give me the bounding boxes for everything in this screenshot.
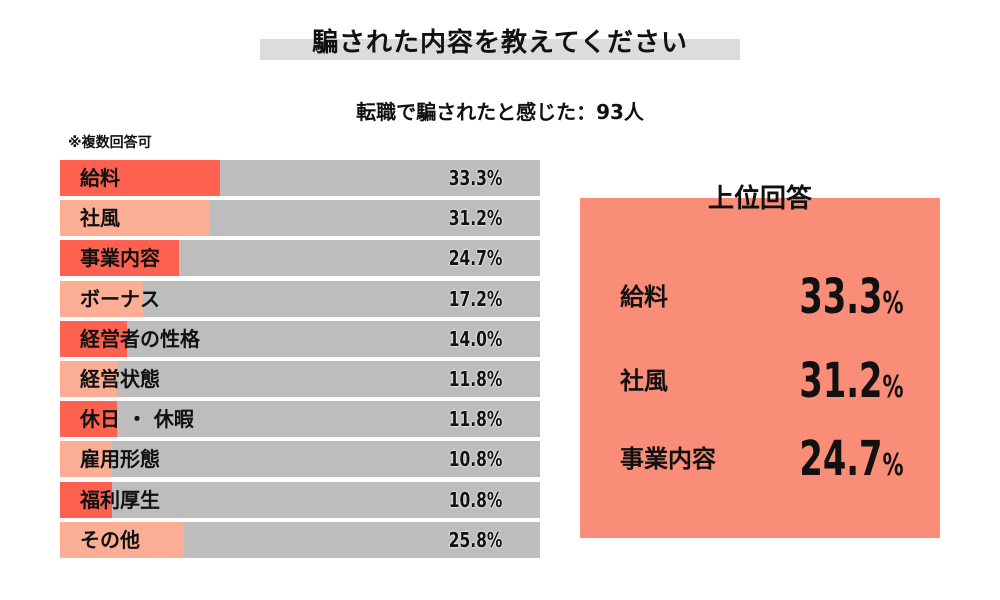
bar-row: 経営者の性格 14.0%	[60, 320, 540, 357]
bar	[60, 280, 143, 317]
top-answer-label: 事業内容	[620, 445, 716, 473]
bar-category-label: 給料	[80, 166, 120, 190]
bar-category-label: その他	[80, 527, 140, 552]
bar-row: 給料 33.3%	[60, 160, 540, 196]
bar	[60, 240, 179, 277]
bar-category-label: 雇用形態	[80, 447, 160, 472]
bar-row: ボーナス 17.2%	[60, 280, 540, 317]
bar-row: その他 25.8%	[60, 521, 540, 558]
bar-track	[60, 361, 540, 397]
bar-value-label: 10.8%	[448, 487, 502, 512]
title-underline-bar	[260, 39, 740, 60]
bar-track	[60, 320, 540, 357]
bar-value-label: 31.2%	[448, 206, 502, 231]
top-answer-item: 事業内容 24.7%	[580, 424, 940, 494]
bar-category-label: 社風	[80, 206, 120, 231]
bar-row: 事業内容 24.7%	[60, 240, 540, 277]
bar	[60, 160, 220, 196]
top-answer-value: 24.7%	[800, 424, 904, 494]
bar-track	[60, 401, 540, 438]
bar-value-label: 14.0%	[448, 326, 502, 351]
bar-value-label: 10.8%	[448, 447, 502, 472]
top-answer-label: 社風	[620, 367, 668, 395]
bar	[60, 361, 117, 397]
bar	[60, 401, 117, 438]
bar	[60, 441, 112, 478]
bar-value-label: 17.2%	[448, 286, 502, 311]
bar	[60, 200, 210, 237]
top-answer-number: 33.3	[799, 269, 883, 325]
bar-track	[60, 441, 540, 478]
top-answer-value: 33.3%	[800, 262, 904, 332]
bar-category-label: ボーナス	[80, 286, 160, 311]
bar-category-label: 経営者の性格	[80, 326, 200, 351]
bar-value-label: 25.8%	[448, 527, 502, 552]
bar-row: 社風 31.2%	[60, 200, 540, 237]
bar-category-label: 休日 ・ 休暇	[80, 407, 194, 432]
bar-row: 福利厚生 10.8%	[60, 481, 540, 518]
bar-value-label: 33.3%	[448, 166, 502, 190]
bar	[60, 320, 128, 357]
bar-category-label: 事業内容	[80, 246, 160, 271]
top-answer-number: 24.7	[799, 431, 883, 487]
top-answer-unit: %	[882, 448, 904, 483]
bar-value-label: 11.8%	[448, 367, 502, 391]
bar-category-label: 経営状態	[80, 367, 160, 391]
bar-track	[60, 481, 540, 518]
top-answer-number: 31.2	[799, 353, 883, 409]
bar-row: 経営状態 11.8%	[60, 361, 540, 397]
top-answer-unit: %	[882, 286, 904, 321]
top-answer-unit: %	[882, 370, 904, 405]
page-title: 騙された内容を教えてください	[312, 28, 688, 58]
bar	[60, 521, 184, 558]
bar-value-label: 11.8%	[448, 407, 502, 432]
bar-value-label: 24.7%	[448, 246, 502, 271]
multiple-answer-note: ※複数回答可	[68, 135, 152, 151]
top-answer-item: 給料 33.3%	[580, 262, 940, 332]
top-answer-value: 31.2%	[800, 346, 904, 416]
bar-row: 休日 ・ 休暇 11.8%	[60, 401, 540, 438]
top-answer-label: 給料	[620, 283, 668, 311]
bar	[60, 481, 112, 518]
top-answer-item: 社風 31.2%	[580, 346, 940, 416]
bar-chart: 給料 33.3% 社風 31.2% 事業内容 24.7% ボーナス 17.2% 経営者の性格 14…	[60, 160, 540, 562]
top-answers-panel: 給料 33.3% 社風 31.2% 事業内容 24.7%	[580, 198, 940, 538]
top-answers-title: 上位回答	[707, 184, 812, 214]
bar-row: 雇用形態 10.8%	[60, 441, 540, 478]
bar-category-label: 福利厚生	[80, 487, 160, 512]
survey-subtitle: 転職で騙されたと感じた：93人	[356, 100, 644, 124]
